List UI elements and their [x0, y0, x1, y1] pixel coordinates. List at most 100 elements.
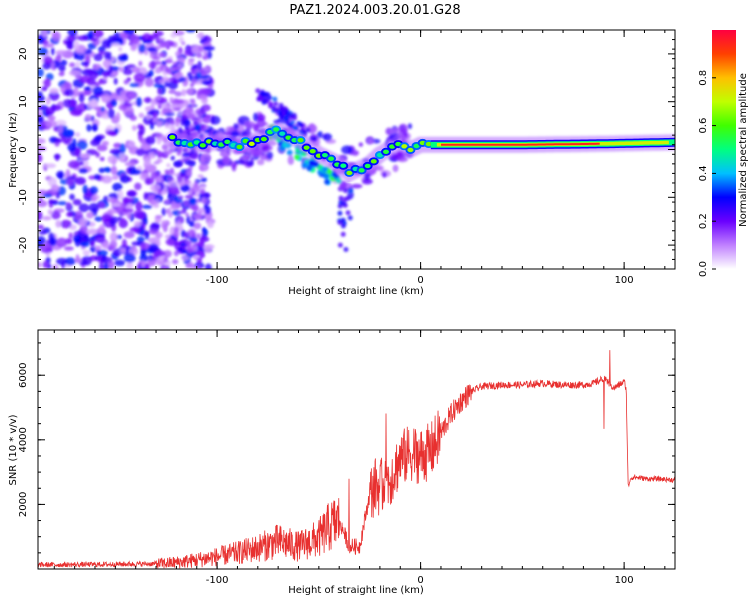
noise-blob: [50, 47, 55, 56]
noise-blob: [170, 32, 177, 39]
ridge-branch-blob: [268, 101, 274, 107]
noise-blob: [58, 65, 66, 72]
noise-blob: [184, 49, 194, 56]
ridge-branch-blob: [255, 88, 261, 94]
noise-blob: [69, 62, 76, 68]
noise-blob: [122, 208, 134, 213]
ridge-halo-blob: [361, 178, 373, 185]
noise-blob: [150, 171, 158, 180]
noise-blob: [119, 143, 126, 154]
noise-blob: [47, 177, 57, 187]
noise-blob: [112, 202, 121, 208]
ridge-halo-blob: [180, 117, 185, 127]
noise-blob: [164, 234, 171, 239]
noise-blob: [60, 84, 66, 94]
noise-blob: [47, 199, 59, 204]
noise-blob: [173, 107, 181, 111]
ridge-branch-blob: [273, 101, 279, 107]
noise-blob: [186, 240, 192, 245]
noise-blob: [181, 112, 189, 118]
noise-blob: [94, 216, 103, 222]
noise-blob: [118, 46, 123, 52]
noise-blob: [167, 56, 173, 60]
spectrogram-x-tick-label: -100: [206, 275, 229, 286]
ridge-bead-inner: [425, 141, 432, 147]
ridge-halo-blob: [199, 154, 212, 163]
noise-blob: [157, 88, 162, 95]
noise-blob: [194, 217, 201, 221]
noise-blob: [118, 66, 124, 73]
noise-blob: [38, 152, 42, 163]
noise-blob: [192, 232, 197, 238]
ridge-bead-inner: [279, 131, 286, 136]
noise-blob: [196, 233, 201, 239]
noise-blob: [86, 124, 92, 132]
ridge-tail-blob: [347, 215, 353, 221]
ridge-branch-blob: [274, 107, 280, 113]
noise-blob: [101, 213, 112, 222]
ridge-bead-inner: [376, 152, 383, 158]
noise-blob: [48, 91, 60, 101]
noise-blob: [38, 110, 42, 117]
snr-plot-area: [38, 330, 675, 569]
noise-blob: [47, 115, 56, 121]
noise-blob: [50, 184, 60, 192]
noise-blob: [89, 81, 101, 87]
ridge-bead-inner: [199, 143, 206, 148]
noise-blob: [152, 56, 161, 61]
noise-blob: [107, 155, 119, 164]
noise-blob: [161, 207, 166, 217]
snr-ylabel: SNR (10 * v/v): [8, 414, 19, 485]
noise-blob: [162, 76, 169, 81]
ridge-tail-blob: [345, 210, 351, 216]
noise-blob: [110, 42, 121, 47]
ridge-branch-blob: [313, 161, 320, 168]
noise-blob: [143, 97, 153, 103]
noise-blob: [49, 88, 59, 94]
ridge-band-red: [441, 142, 600, 146]
noise-blob: [113, 77, 118, 85]
noise-blob: [75, 147, 82, 158]
noise-blob: [56, 257, 68, 266]
noise-blob: [156, 66, 161, 71]
noise-blob: [195, 71, 202, 78]
ridge-bead-inner: [346, 170, 353, 176]
ridge-halo-blob: [243, 120, 256, 128]
noise-blob: [122, 196, 129, 203]
ridge-branch-blob: [272, 96, 278, 102]
ridge-halo-blob: [265, 151, 274, 160]
ridge-branch-blob: [260, 91, 266, 97]
ridge-halo-blob: [231, 163, 237, 172]
noise-blob: [172, 173, 180, 177]
noise-blob: [78, 93, 85, 103]
colorbar-tick-label: 0.4: [698, 165, 709, 181]
ridge-halo-blob: [368, 139, 375, 144]
ridge-branch-blob: [308, 159, 315, 166]
ridge-halo-blob: [350, 183, 363, 189]
noise-blob: [126, 261, 134, 269]
ridge-tail-blob: [338, 195, 344, 201]
noise-blob: [141, 204, 153, 209]
colorbar-tick-label: 0.0: [698, 261, 709, 277]
noise-blob: [75, 254, 80, 264]
noise-blob: [123, 252, 136, 263]
noise-blob: [92, 64, 100, 71]
noise-blob: [163, 249, 172, 258]
noise-blob: [116, 95, 123, 101]
noise-blob: [126, 77, 132, 82]
snr-y-tick-label: 4000: [18, 427, 29, 452]
noise-blob: [156, 258, 164, 262]
noise-blob: [187, 248, 195, 252]
noise-blob: [155, 214, 163, 219]
noise-blob: [75, 132, 81, 138]
noise-blob: [185, 212, 190, 217]
noise-blob: [57, 201, 68, 206]
noise-blob: [88, 71, 98, 80]
noise-blob: [167, 181, 174, 187]
noise-blob: [91, 123, 98, 132]
noise-blob: [90, 99, 99, 108]
noise-blob: [174, 91, 182, 97]
ridge-branch-blob: [279, 114, 285, 120]
noise-blob: [38, 210, 43, 221]
noise-blob: [189, 220, 195, 228]
